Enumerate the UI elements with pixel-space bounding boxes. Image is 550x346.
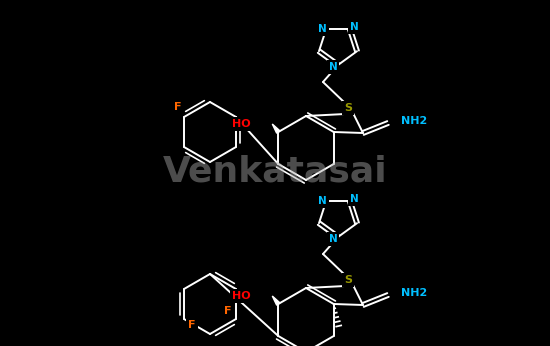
- Text: N: N: [329, 62, 337, 72]
- Polygon shape: [272, 296, 280, 305]
- Text: N: N: [318, 24, 327, 34]
- Text: F: F: [174, 102, 182, 112]
- Text: S: S: [344, 275, 352, 285]
- Text: HO: HO: [232, 119, 250, 129]
- Text: F: F: [188, 320, 196, 330]
- Text: F: F: [224, 306, 232, 316]
- Polygon shape: [272, 124, 280, 133]
- Text: N: N: [318, 196, 327, 206]
- Text: HO: HO: [232, 291, 250, 301]
- Text: NH2: NH2: [401, 116, 427, 126]
- Text: N: N: [350, 22, 359, 32]
- Text: S: S: [344, 103, 352, 113]
- Text: N: N: [329, 234, 337, 244]
- Text: N: N: [350, 194, 359, 204]
- Text: Venkatasai: Venkatasai: [163, 155, 387, 189]
- Text: F: F: [172, 104, 180, 114]
- Text: NH2: NH2: [401, 288, 427, 298]
